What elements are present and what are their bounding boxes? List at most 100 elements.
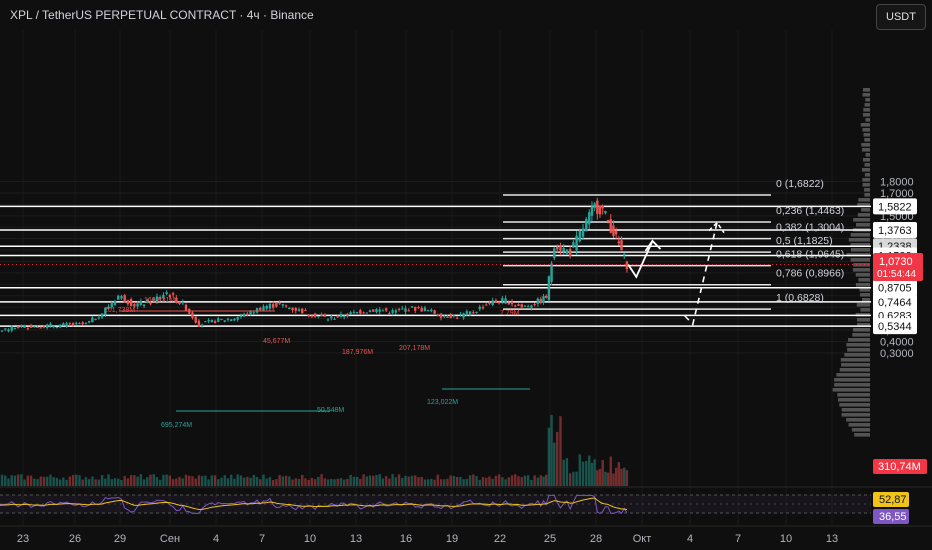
volume-profile-bar <box>857 318 870 322</box>
candle-body <box>384 308 388 311</box>
candle-body <box>204 321 207 323</box>
candle-body <box>152 298 155 300</box>
level-price-tag <box>873 198 917 215</box>
x-tick-label: 7 <box>259 533 265 545</box>
candle-body <box>217 318 220 322</box>
candle-body <box>107 306 110 309</box>
volume-bar <box>339 478 343 486</box>
volume-profile-bar <box>850 258 870 262</box>
volume-profile-bar <box>832 388 870 392</box>
volume-bar <box>491 478 494 486</box>
volume-bar <box>184 474 188 486</box>
volume-bar <box>585 460 588 486</box>
volume-bar <box>133 475 136 486</box>
volume-bar <box>378 474 381 486</box>
x-tick-label: 16 <box>400 533 412 545</box>
volume-profile-bar <box>856 303 870 307</box>
candle-body <box>155 296 159 302</box>
volume-bar <box>4 475 7 486</box>
volume-bar <box>68 476 72 486</box>
candle-body <box>468 311 472 316</box>
volume-profile-bar <box>837 393 870 397</box>
volume-profile-bar <box>848 338 870 342</box>
volume-bar <box>91 476 94 486</box>
candle-body <box>326 319 330 321</box>
candle-body <box>590 206 594 216</box>
candle-body <box>559 245 562 251</box>
candle-body <box>323 314 327 317</box>
level-price-label: 1,5822 <box>878 201 912 213</box>
candle-body <box>246 313 249 316</box>
volume-profile-bar <box>862 113 870 117</box>
volume-bar <box>291 479 294 486</box>
candle-body <box>197 320 201 327</box>
candle-body <box>617 241 621 244</box>
volume-profile-bar <box>846 418 870 422</box>
candle-body <box>439 313 443 318</box>
volume-bar <box>0 474 4 486</box>
volume-bar <box>123 475 126 486</box>
x-tick-label: 10 <box>304 533 316 545</box>
volume-bar <box>439 479 443 486</box>
volume-bar <box>433 479 436 486</box>
volume-bar <box>249 477 252 486</box>
candle-body <box>139 300 143 305</box>
volume-bar <box>271 479 275 486</box>
candle-body <box>304 310 307 312</box>
fib-level-label: 0,5 (1,1825) <box>776 235 833 247</box>
candle-body <box>178 301 181 304</box>
volume-bar <box>391 474 394 486</box>
level-price-label: 0,5344 <box>878 321 912 333</box>
volume-bar <box>149 474 152 486</box>
volume-bar <box>49 474 52 486</box>
candle-body <box>346 313 349 317</box>
candle-body <box>510 301 514 305</box>
volume-profile-bar <box>862 128 870 132</box>
volume-bar <box>129 475 133 486</box>
volume-bar <box>523 475 527 486</box>
volume-bar <box>394 477 398 486</box>
rsi-ma-line <box>0 497 628 511</box>
volume-profile-bar <box>864 163 870 167</box>
volume-bar <box>355 476 359 486</box>
volume-bar <box>465 478 469 486</box>
candle-body <box>545 295 548 298</box>
volume-bar <box>504 479 507 486</box>
candle-body <box>168 294 172 298</box>
volume-bar <box>559 416 562 486</box>
projection-arrowhead <box>644 239 662 252</box>
fib-level-label: 0,382 (1,3004) <box>776 222 844 234</box>
volume-profile-bar <box>855 283 870 287</box>
x-tick-label: 19 <box>446 533 458 545</box>
candle-body <box>530 305 533 308</box>
volume-bar <box>459 476 462 486</box>
volume-bar <box>478 479 481 486</box>
volume-bar <box>352 476 356 486</box>
candle-body <box>401 308 404 310</box>
candle-body <box>255 308 259 313</box>
candle-body <box>265 305 268 309</box>
candle-body <box>533 304 536 306</box>
y-tick-label: 1,7000 <box>880 188 914 200</box>
x-tick-label: Сен <box>160 533 180 545</box>
volume-bar <box>97 479 101 486</box>
volume-bar <box>16 474 20 486</box>
volume-bar <box>520 477 523 486</box>
candle-body <box>520 304 523 308</box>
volume-annotation: 7,79M <box>500 310 520 317</box>
volume-bar <box>342 479 346 486</box>
volume-bar <box>146 477 149 486</box>
volume-bar <box>255 476 259 486</box>
volume-bar <box>426 479 430 486</box>
currency-button[interactable]: USDT <box>876 4 926 30</box>
projection-solid-path <box>627 240 654 279</box>
candle-body <box>378 309 381 312</box>
candle-body <box>423 307 427 312</box>
volume-bar <box>178 476 181 486</box>
volume-bar <box>65 479 68 486</box>
candle-body <box>301 308 304 314</box>
candle-body <box>514 305 517 307</box>
candle-body <box>504 298 507 304</box>
volume-profile-bar <box>861 208 870 212</box>
